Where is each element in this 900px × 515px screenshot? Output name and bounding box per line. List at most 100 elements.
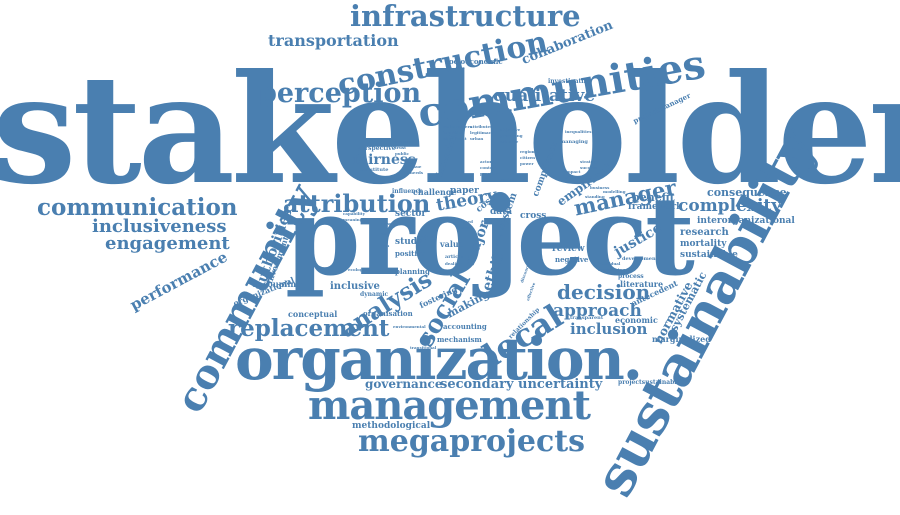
word-article: article xyxy=(445,254,464,260)
word-benefit: benefit xyxy=(632,191,675,204)
word-projectsustainability: projectsustainability xyxy=(618,379,688,386)
word-organisation: organisation xyxy=(363,309,413,318)
word-research: research xyxy=(680,227,729,238)
word-planning: planning xyxy=(395,267,430,276)
word-effects: effects xyxy=(565,175,580,180)
word-constitute: constitute xyxy=(360,167,389,173)
word-communication: communication xyxy=(37,194,238,221)
word-public: public xyxy=(395,151,409,156)
word-engagement: engagement xyxy=(105,233,230,254)
word-positive: positive xyxy=(395,249,426,258)
word-literature: literature xyxy=(620,279,664,289)
word-standing: standing xyxy=(585,194,605,199)
word-qualitative: qualitative xyxy=(493,86,596,106)
word-risk: risk xyxy=(380,231,389,236)
word-influence: influence xyxy=(392,188,424,195)
word-salience: salience xyxy=(500,139,519,144)
word-local-small: local xyxy=(460,225,471,230)
word-mortality: mortality xyxy=(680,239,727,249)
word-identified: identified xyxy=(443,130,465,135)
word-review: review xyxy=(552,244,585,254)
word-individual: individual xyxy=(598,261,621,266)
word-based: based xyxy=(460,219,473,224)
word-consequence: consequence xyxy=(707,186,787,199)
word-sustainable: sustainable xyxy=(680,250,738,260)
word-governance: governance xyxy=(365,377,443,391)
word-engineering: engineering xyxy=(598,267,626,272)
word-paper: paper xyxy=(450,186,479,196)
word-investigating: investigating xyxy=(548,78,593,85)
word-network: network xyxy=(380,221,399,226)
word-performance: performance xyxy=(127,247,231,315)
word-inclusiveness: inclusiveness xyxy=(92,216,227,237)
word-economic: economic xyxy=(615,315,658,325)
word-modelling: modelling xyxy=(603,189,626,194)
word-development: development xyxy=(622,256,658,262)
word-success: success xyxy=(580,165,598,170)
word-data: data xyxy=(490,207,513,217)
word-attribution: attribution xyxy=(283,189,431,218)
word-regional: regional xyxy=(520,149,539,154)
word-firm: firm xyxy=(380,243,390,248)
word-model: model xyxy=(500,177,514,182)
word-managing: managing xyxy=(560,139,588,145)
word-challenge: challenge xyxy=(413,187,457,197)
word-decision: decision xyxy=(557,280,651,304)
word-inclusion: inclusion xyxy=(570,320,648,338)
word-mechanism: mechanism xyxy=(437,335,482,344)
word-framework: framework xyxy=(628,202,683,212)
word-meaning: meaning xyxy=(343,217,363,222)
word-infrastructure: infrastructure xyxy=(350,0,581,33)
word-capability: capability xyxy=(343,211,365,216)
word-sector: sector xyxy=(395,209,427,219)
word-needs: needs xyxy=(410,170,424,175)
word-inequalities: inequalities xyxy=(565,129,592,134)
word-business: business xyxy=(590,185,610,190)
word-strategy: strategy xyxy=(580,159,599,164)
word-significant: significant xyxy=(443,136,467,141)
word-methodological: methodological xyxy=(352,421,431,431)
word-impact: impact xyxy=(565,169,581,174)
word-legitimacy: legitimacy xyxy=(470,130,494,135)
word-outcome: outcome xyxy=(395,139,415,144)
word-negative: negative xyxy=(555,255,589,264)
word-complexity: complexity xyxy=(678,196,782,216)
word-issue: issue xyxy=(410,164,422,169)
word-objective: objective xyxy=(500,127,521,132)
word-replacement: replacement xyxy=(228,315,390,342)
word-socioeconomic: socioeconomic xyxy=(445,57,503,66)
word-stakeholder: stakeholder xyxy=(0,42,900,218)
word-perspective: perspective xyxy=(357,145,396,152)
word-conceptual: conceptual xyxy=(288,309,338,319)
word-transitional: transitional xyxy=(410,345,437,350)
word-inclusive: inclusive xyxy=(330,281,380,292)
word-secondary: secondary xyxy=(440,377,514,392)
word-governing: governing xyxy=(500,133,523,138)
word-management: management xyxy=(308,382,591,429)
word-transparent: transparent xyxy=(570,315,604,321)
word-decoupling: decoupling xyxy=(252,279,302,289)
word-dealing: dealing xyxy=(445,261,462,266)
word-perception: perception xyxy=(258,78,422,109)
word-accounting: accounting xyxy=(443,322,487,331)
word-megaprojects: megaprojects xyxy=(358,424,585,459)
word-practice: practice xyxy=(480,171,499,176)
word-organization: organization. xyxy=(235,325,643,393)
word-stakeholders: stakeholders xyxy=(443,124,472,129)
word-actors: actors xyxy=(480,159,494,164)
word-interorganizational: interorganizational xyxy=(697,216,795,226)
word-study: study xyxy=(395,237,423,247)
word-attributes: attributes xyxy=(470,124,493,129)
word-process: process xyxy=(618,273,644,280)
word-ecological: ecological xyxy=(348,267,371,272)
word-uncertainty: uncertainty xyxy=(518,377,603,392)
word-value: value xyxy=(440,239,464,249)
word-approach: approach xyxy=(553,301,642,321)
word-power: power xyxy=(520,161,534,166)
word-trust: trust xyxy=(395,145,406,150)
word-environmental: environmental xyxy=(393,324,426,329)
word-dynamic: dynamic xyxy=(360,291,389,298)
word-fairness: fairness xyxy=(353,152,416,168)
word-care: care xyxy=(418,232,438,242)
